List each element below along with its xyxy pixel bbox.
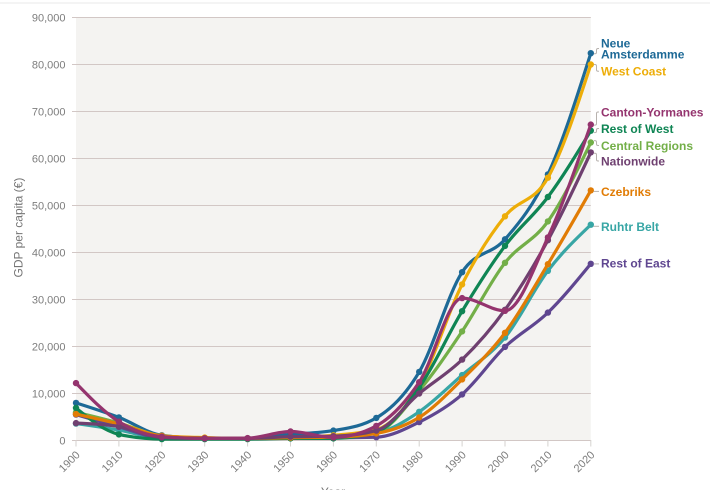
svg-text:Czebriks: Czebriks <box>601 185 651 199</box>
svg-text:30,000: 30,000 <box>32 294 66 306</box>
svg-text:60,000: 60,000 <box>32 153 66 165</box>
svg-text:Rest of East: Rest of East <box>601 257 670 271</box>
svg-text:40,000: 40,000 <box>32 247 66 259</box>
svg-text:West Coast: West Coast <box>601 65 666 79</box>
svg-text:Central Regions: Central Regions <box>601 139 693 153</box>
svg-text:GDP per capita (€): GDP per capita (€) <box>12 178 26 278</box>
svg-text:50,000: 50,000 <box>32 200 66 212</box>
svg-text:Rest of West: Rest of West <box>601 122 673 136</box>
svg-text:90,000: 90,000 <box>32 12 66 24</box>
svg-text:10,000: 10,000 <box>32 388 66 400</box>
svg-text:Year: Year <box>321 485 345 490</box>
svg-text:80,000: 80,000 <box>32 59 66 71</box>
svg-text:0: 0 <box>59 435 65 447</box>
svg-text:Nationwide: Nationwide <box>601 154 665 168</box>
svg-text:Canton-Yormanes: Canton-Yormanes <box>601 105 704 119</box>
svg-text:70,000: 70,000 <box>32 106 66 118</box>
svg-text:Neue: Neue <box>601 36 631 50</box>
svg-text:Ruhtr Belt: Ruhtr Belt <box>601 220 659 234</box>
svg-text:20,000: 20,000 <box>32 341 66 353</box>
svg-text:Amsterdamme: Amsterdamme <box>601 47 685 61</box>
